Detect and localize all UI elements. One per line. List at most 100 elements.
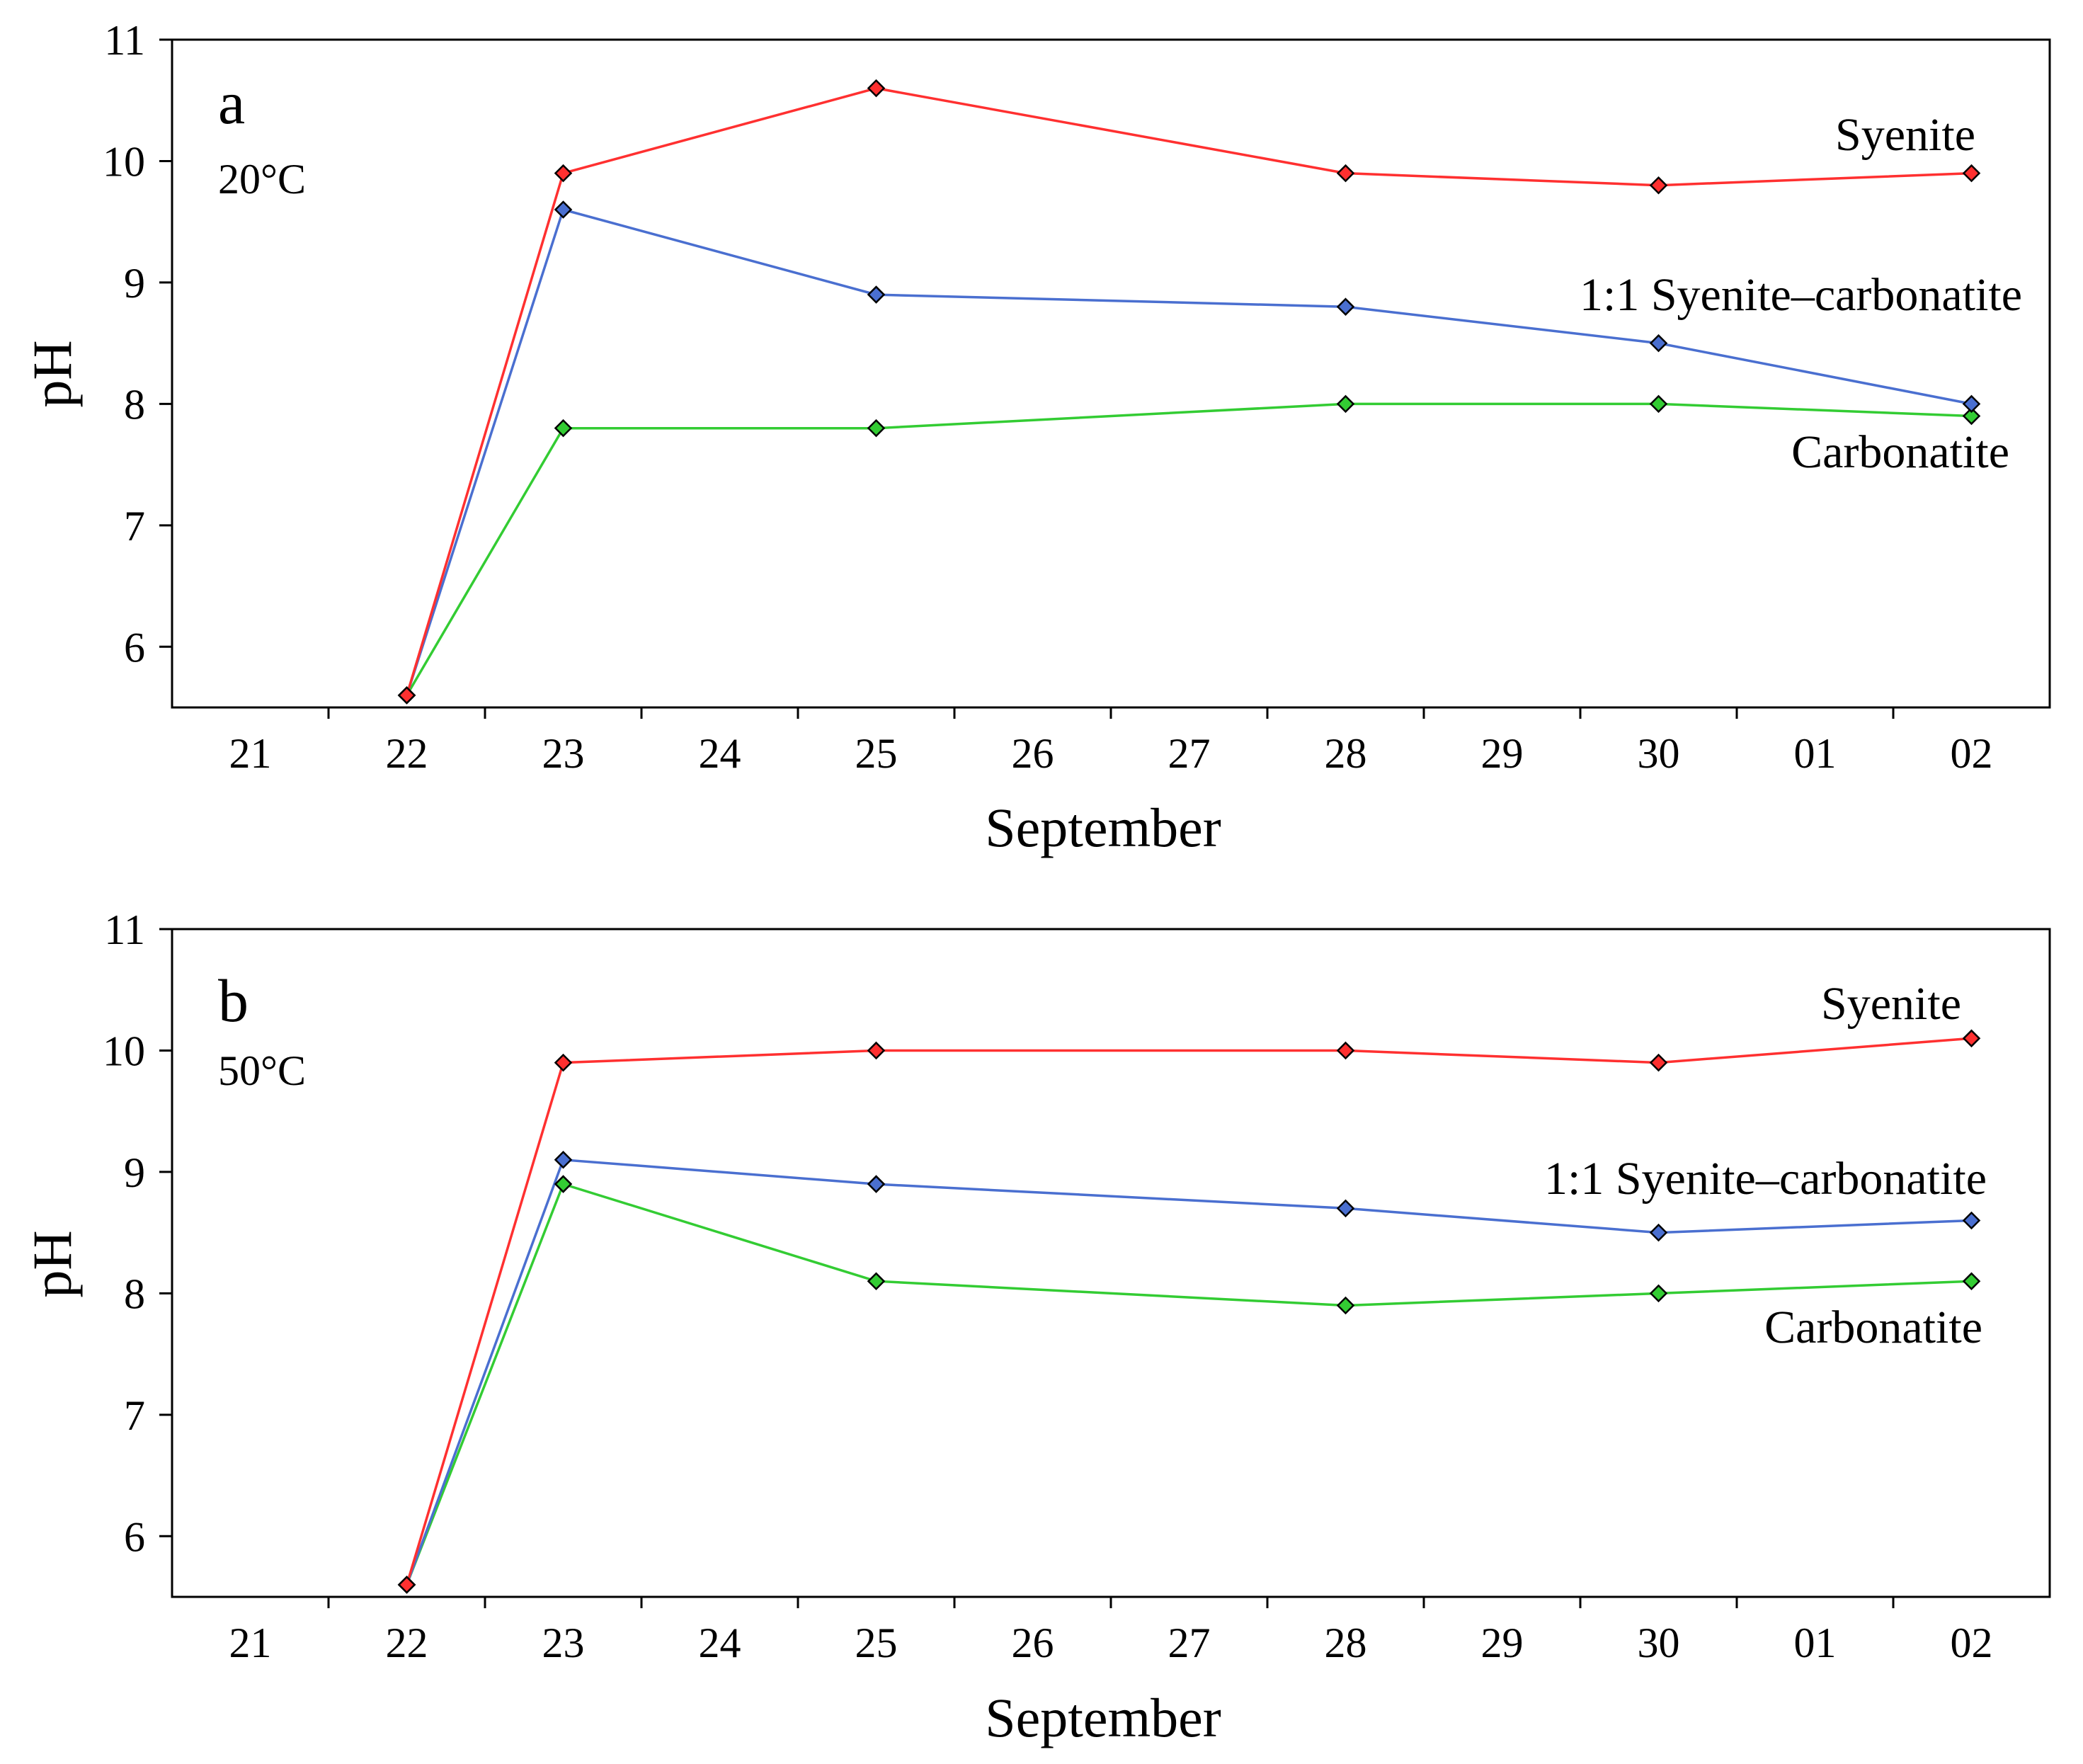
x-tick-label: 24 — [699, 1620, 741, 1666]
x-tick-label: 29 — [1481, 1620, 1524, 1666]
panel-letter: b — [218, 967, 249, 1035]
data-point — [1336, 297, 1355, 316]
x-axis: 21 22 23 24 25 26 27 28 29 30 01 02 — [229, 1597, 1993, 1666]
x-axis: 21 22 23 24 25 26 27 28 29 30 01 02 — [229, 707, 1993, 777]
x-tick-label: 01 — [1794, 730, 1837, 777]
y-tick-label: 11 — [104, 906, 145, 953]
x-tick-label: 25 — [855, 730, 898, 777]
data-point — [554, 164, 573, 183]
x-tick-label: 23 — [542, 1620, 585, 1666]
series-lines — [405, 86, 1972, 696]
data-point — [1962, 1211, 1981, 1230]
x-tick-label: 28 — [1325, 1620, 1367, 1666]
x-tick-label: 21 — [229, 1620, 272, 1666]
series-line-carbonatite — [405, 402, 1972, 696]
y-axis-title: pH — [21, 1230, 83, 1297]
series-line-syenite — [405, 1037, 1972, 1586]
data-point — [1649, 334, 1668, 353]
data-point — [397, 1576, 416, 1594]
data-point — [1336, 164, 1355, 183]
data-point — [1962, 1029, 1981, 1048]
x-axis-title: September — [985, 797, 1221, 858]
x-tick-label: 23 — [542, 730, 585, 777]
data-point — [1649, 1284, 1668, 1303]
x-tick-label: 22 — [386, 730, 428, 777]
plot-frame — [171, 928, 2051, 1598]
data-point — [1962, 1272, 1981, 1290]
series-label-carbonatite: Carbonatite — [1764, 1302, 1982, 1353]
x-tick-label: 27 — [1168, 1620, 1211, 1666]
y-tick-label: 6 — [124, 624, 145, 671]
data-point — [867, 1175, 886, 1193]
data-point — [1649, 1223, 1668, 1242]
data-point — [554, 1175, 573, 1193]
y-axis: 6 7 8 9 10 11 — [103, 17, 172, 671]
panel-letter: a — [218, 69, 245, 137]
data-point — [397, 686, 416, 705]
data-point — [1336, 1296, 1355, 1315]
data-point — [1336, 394, 1355, 414]
plot-frame — [171, 38, 2051, 709]
series-lines — [405, 1037, 1972, 1586]
data-point — [867, 285, 886, 304]
x-tick-label: 01 — [1794, 1620, 1837, 1666]
y-axis-title: pH — [21, 340, 83, 407]
series-markers — [397, 1029, 1981, 1594]
data-point — [1649, 394, 1668, 414]
x-tick-label: 24 — [699, 730, 741, 777]
x-tick-label: 25 — [855, 1620, 898, 1666]
data-point — [1649, 1053, 1668, 1072]
series-label-mixed: 1:1 Syenite–carbonatite — [1544, 1153, 1987, 1205]
series-line-carbonatite — [405, 1182, 1972, 1586]
data-point — [867, 419, 886, 438]
x-tick-label: 26 — [1012, 1620, 1054, 1666]
data-point — [867, 1272, 886, 1290]
y-tick-label: 9 — [124, 260, 145, 307]
series-line-1-1-syenite-carbonatite — [405, 1158, 1972, 1586]
panel-a: 6 7 8 9 10 11 21 22 23 24 25 26 27 28 29 30 01 02 a 20°C… — [21, 17, 2051, 858]
panel-b: 6 7 8 9 10 11 21 22 23 24 25 26 27 28 29 30 01 02 b 50°C… — [21, 906, 2051, 1748]
y-tick-label: 10 — [103, 1028, 145, 1074]
data-point — [867, 79, 886, 98]
series-line-syenite — [405, 86, 1972, 696]
y-tick-label: 7 — [124, 1392, 145, 1439]
data-point — [1962, 164, 1981, 183]
y-tick-label: 10 — [103, 138, 145, 185]
y-tick-label: 8 — [124, 381, 145, 428]
series-label-mixed: 1:1 Syenite–carbonatite — [1580, 269, 2022, 321]
temperature-label: 20°C — [218, 156, 306, 203]
y-axis: 6 7 8 9 10 11 — [103, 906, 172, 1560]
data-point — [867, 1041, 886, 1060]
y-tick-label: 7 — [124, 503, 145, 550]
x-axis-title: September — [985, 1687, 1221, 1748]
data-point — [1962, 406, 1981, 426]
data-point — [554, 200, 573, 219]
temperature-label: 50°C — [218, 1047, 306, 1094]
x-tick-label: 21 — [229, 730, 272, 777]
y-tick-label: 8 — [124, 1270, 145, 1317]
x-tick-label: 28 — [1325, 730, 1367, 777]
y-tick-label: 6 — [124, 1513, 145, 1560]
x-tick-label: 29 — [1481, 730, 1524, 777]
data-point — [554, 1053, 573, 1072]
y-tick-label: 11 — [104, 17, 145, 64]
x-tick-label: 30 — [1638, 1620, 1680, 1666]
data-point — [1336, 1041, 1355, 1060]
series-label-carbonatite: Carbonatite — [1791, 426, 2009, 478]
x-tick-label: 22 — [386, 1620, 428, 1666]
x-tick-label: 02 — [1951, 730, 1993, 777]
y-tick-label: 9 — [124, 1149, 145, 1196]
x-tick-label: 30 — [1638, 730, 1680, 777]
data-point — [1336, 1199, 1355, 1218]
data-point — [1962, 394, 1981, 414]
data-point — [554, 1150, 573, 1169]
series-markers — [397, 79, 1981, 705]
x-tick-label: 26 — [1012, 730, 1054, 777]
series-label-syenite: Syenite — [1835, 109, 1975, 161]
x-tick-label: 27 — [1168, 730, 1211, 777]
series-label-syenite: Syenite — [1821, 978, 1961, 1030]
data-point — [1649, 176, 1668, 195]
x-tick-label: 02 — [1951, 1620, 1993, 1666]
data-point — [554, 419, 573, 438]
